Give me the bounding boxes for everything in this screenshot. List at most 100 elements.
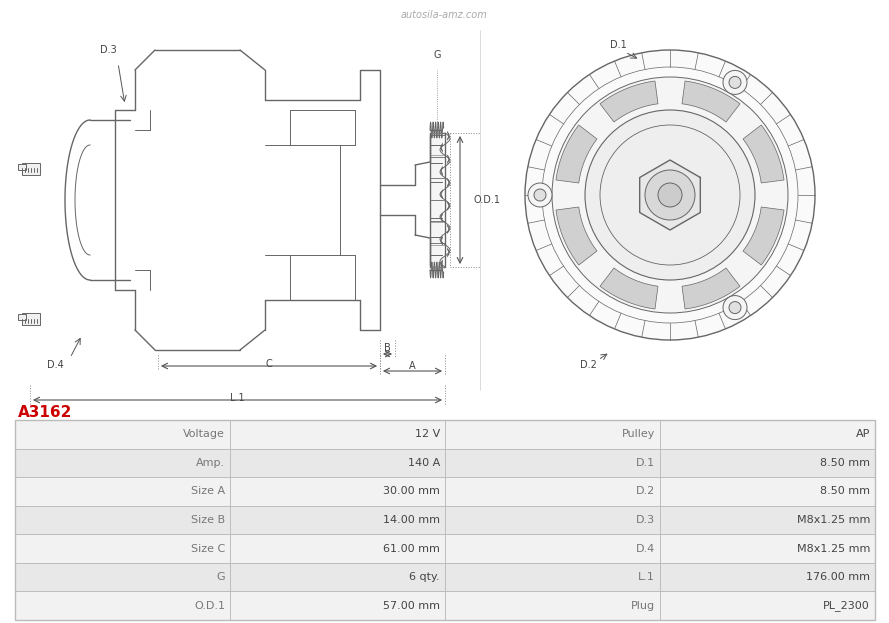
Text: G: G (216, 572, 225, 582)
Text: 61.00 mm: 61.00 mm (383, 544, 440, 554)
Text: Voltage: Voltage (183, 429, 225, 439)
Text: L.1: L.1 (229, 393, 244, 403)
Text: D.4: D.4 (46, 360, 63, 370)
Bar (660, 420, 875, 449)
Polygon shape (600, 81, 658, 122)
Bar (15, 506, 230, 535)
Bar (430, 130, 445, 270)
Text: D.1: D.1 (610, 40, 627, 50)
Text: D.2: D.2 (580, 360, 597, 370)
Circle shape (585, 110, 755, 280)
Text: D.1: D.1 (636, 458, 655, 468)
Text: 30.00 mm: 30.00 mm (383, 487, 440, 497)
Text: Amp.: Amp. (196, 458, 225, 468)
Text: O.D.1: O.D.1 (473, 195, 500, 205)
Text: D.3: D.3 (100, 45, 116, 55)
Bar (15, 477, 230, 506)
Text: D.2: D.2 (636, 487, 655, 497)
Circle shape (525, 50, 815, 340)
Bar (15, 535, 875, 563)
Bar (15, 420, 875, 620)
Bar (15, 563, 230, 591)
Text: M8x1.25 mm: M8x1.25 mm (797, 544, 870, 554)
Text: Size A: Size A (191, 487, 225, 497)
Bar (18, 314, 26, 320)
Bar (445, 477, 660, 506)
Polygon shape (682, 268, 740, 309)
Bar (15, 535, 230, 563)
Polygon shape (743, 125, 784, 183)
Bar (230, 591, 445, 620)
Circle shape (723, 295, 747, 320)
Text: M8x1.25 mm: M8x1.25 mm (797, 515, 870, 525)
Circle shape (729, 77, 741, 88)
Text: Size B: Size B (191, 515, 225, 525)
Text: autosila-amz.com: autosila-amz.com (401, 10, 487, 20)
Bar (15, 591, 875, 620)
Bar (230, 477, 445, 506)
Polygon shape (743, 207, 784, 265)
Text: Pulley: Pulley (621, 429, 655, 439)
Bar (445, 591, 660, 620)
Circle shape (658, 183, 682, 207)
Text: 8.50 mm: 8.50 mm (820, 487, 870, 497)
Bar (660, 563, 875, 591)
Text: Plug: Plug (631, 601, 655, 611)
Bar (15, 506, 875, 535)
Polygon shape (640, 160, 701, 230)
Text: D.4: D.4 (636, 544, 655, 554)
Polygon shape (556, 125, 597, 183)
Text: Size C: Size C (191, 544, 225, 554)
Text: 140 A: 140 A (408, 458, 440, 468)
Bar (230, 449, 445, 477)
Text: D.3: D.3 (636, 515, 655, 525)
Text: 12 V: 12 V (415, 429, 440, 439)
Text: 176.00 mm: 176.00 mm (806, 572, 870, 582)
Text: C: C (266, 359, 272, 369)
Text: 57.00 mm: 57.00 mm (383, 601, 440, 611)
Bar (445, 506, 660, 535)
Bar (660, 535, 875, 563)
Text: G: G (433, 50, 441, 60)
Text: 6 qty.: 6 qty. (409, 572, 440, 582)
Text: AP: AP (855, 429, 870, 439)
Bar (22, 163, 40, 175)
Circle shape (528, 183, 552, 207)
Text: 14.00 mm: 14.00 mm (383, 515, 440, 525)
Bar (15, 591, 230, 620)
Bar (660, 449, 875, 477)
Text: O.D.1: O.D.1 (194, 601, 225, 611)
Bar (230, 506, 445, 535)
Bar (15, 449, 230, 477)
Bar (445, 563, 660, 591)
Bar (230, 420, 445, 449)
Bar (15, 477, 875, 506)
Text: B: B (384, 343, 390, 353)
Text: 8.50 mm: 8.50 mm (820, 458, 870, 468)
Text: A3162: A3162 (18, 405, 72, 420)
Bar (660, 506, 875, 535)
Bar (660, 477, 875, 506)
Bar (15, 420, 230, 449)
Bar (445, 420, 660, 449)
Bar (660, 591, 875, 620)
Bar (230, 563, 445, 591)
Polygon shape (600, 268, 658, 309)
Bar (15, 449, 875, 477)
Bar (230, 535, 445, 563)
Bar (445, 449, 660, 477)
Bar (445, 535, 660, 563)
Circle shape (723, 70, 747, 95)
Text: L.1: L.1 (638, 572, 655, 582)
Polygon shape (556, 207, 597, 265)
Circle shape (534, 189, 546, 201)
Bar (18, 164, 26, 170)
Bar (15, 420, 875, 449)
Circle shape (729, 302, 741, 313)
Text: A: A (409, 361, 415, 371)
Circle shape (552, 77, 788, 313)
Bar (22, 313, 40, 325)
Polygon shape (682, 81, 740, 122)
Bar (15, 563, 875, 591)
Text: PL_2300: PL_2300 (823, 601, 870, 611)
